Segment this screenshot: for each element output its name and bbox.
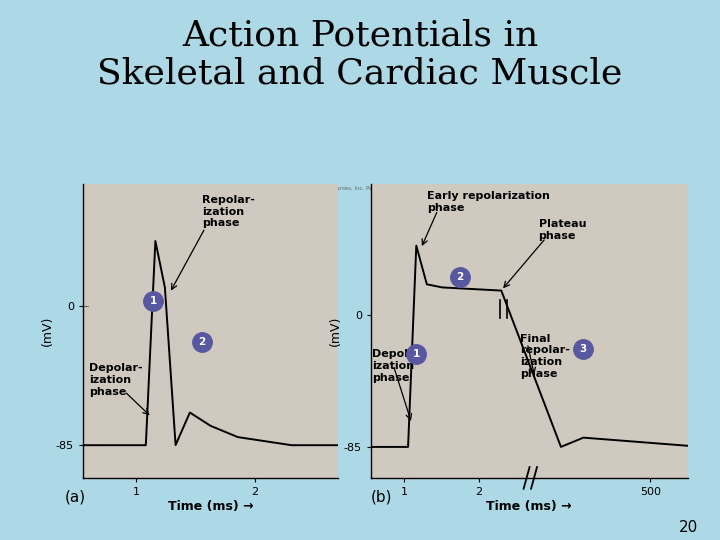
Text: (b): (b): [371, 489, 392, 504]
Text: Action Potentials in: Action Potentials in: [182, 19, 538, 53]
Text: Repolar-
ization
phase: Repolar- ization phase: [202, 195, 255, 228]
Text: Early repolarization
phase: Early repolarization phase: [427, 191, 549, 213]
X-axis label: Time (ms) →: Time (ms) →: [487, 500, 572, 512]
Text: Final
repolar-
ization
phase: Final repolar- ization phase: [520, 334, 570, 379]
Text: 3: 3: [580, 345, 587, 354]
Y-axis label: (mV): (mV): [329, 315, 342, 346]
Text: Depolar-
ization
phase: Depolar- ization phase: [89, 363, 143, 397]
Y-axis label: (mV): (mV): [41, 315, 54, 346]
Text: 20: 20: [679, 519, 698, 535]
Text: 2: 2: [198, 337, 205, 347]
Text: 2: 2: [456, 272, 464, 281]
Text: Plateau
phase: Plateau phase: [539, 219, 586, 241]
Text: (a): (a): [65, 489, 86, 504]
Text: Depolar-
ization
phase: Depolar- ization phase: [372, 349, 426, 382]
Text: 1: 1: [413, 349, 420, 359]
Text: Copyright © The McGraw-Hill Companies, Inc. Permission required for reproduction: Copyright © The McGraw-Hill Companies, I…: [238, 186, 496, 191]
Text: 1: 1: [149, 296, 156, 306]
X-axis label: Time (ms) →: Time (ms) →: [168, 500, 253, 512]
Text: Skeletal and Cardiac Muscle: Skeletal and Cardiac Muscle: [97, 57, 623, 91]
